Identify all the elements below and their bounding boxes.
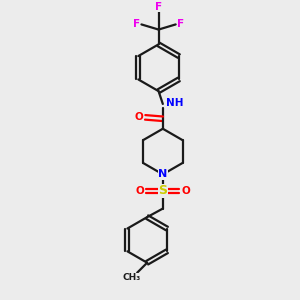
Text: O: O — [134, 112, 143, 122]
Text: CH₃: CH₃ — [123, 273, 141, 282]
Text: F: F — [133, 20, 140, 29]
Text: S: S — [158, 184, 167, 197]
Text: F: F — [155, 2, 162, 12]
Text: N: N — [158, 169, 167, 179]
Text: NH: NH — [166, 98, 184, 107]
Text: O: O — [181, 186, 190, 196]
Text: F: F — [177, 20, 184, 29]
Text: O: O — [136, 186, 144, 196]
